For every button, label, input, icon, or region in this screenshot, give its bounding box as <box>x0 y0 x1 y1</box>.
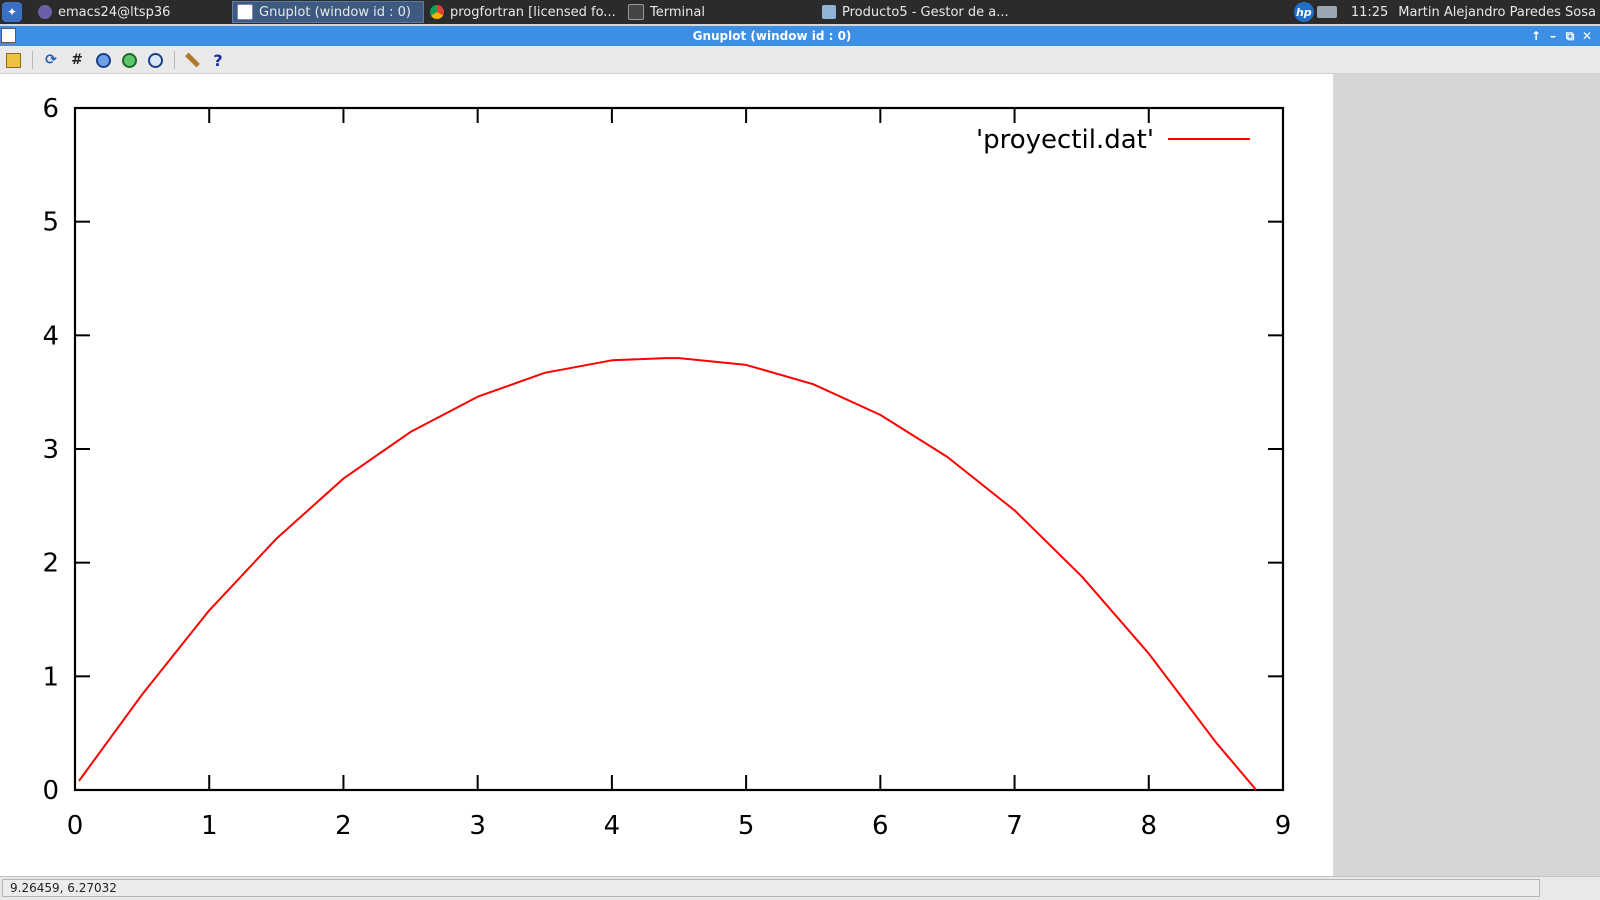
emacs-icon <box>38 5 52 19</box>
x-tick-label: 2 <box>335 811 352 841</box>
plot-frame <box>73 106 1285 792</box>
taskbar-item-emacs[interactable]: emacs24@ltsp36 <box>34 1 224 23</box>
plot-canvas[interactable]: 0 1 2 3 4 5 6 7 8 9 0 1 2 3 4 5 6 'proyectil.dat' <box>0 74 1333 876</box>
autoscale-button[interactable] <box>146 51 164 69</box>
taskbar-item-label: emacs24@ltsp36 <box>58 4 171 20</box>
toolbar-separator <box>32 51 33 69</box>
gnuplot-toolbar: ⟳ # ? <box>0 46 1600 74</box>
taskbar: ✦ emacs24@ltsp36 Gnuplot (window id : 0)… <box>0 0 1600 24</box>
system-tray: hp 11:25 Martin Alejandro Paredes Sosa <box>1293 0 1600 24</box>
x-tick-label: 6 <box>872 811 889 841</box>
help-button[interactable]: ? <box>209 50 227 70</box>
y-tick-label: 4 <box>42 321 59 351</box>
zoom-next-icon <box>121 52 137 68</box>
zoom-next-button[interactable] <box>120 51 138 69</box>
window-title: Gnuplot (window id : 0) <box>692 29 852 43</box>
x-tick-label: 7 <box>1006 811 1023 841</box>
autoscale-icon <box>147 52 163 68</box>
copy-icon <box>5 52 21 68</box>
y-tick-label: 6 <box>42 94 59 124</box>
terminal-icon <box>628 4 644 20</box>
gnuplot-icon <box>237 4 253 20</box>
legend-label: 'proyectil.dat' <box>976 125 1154 155</box>
hp-logo-icon[interactable]: hp <box>1293 2 1314 22</box>
y-tick-label: 3 <box>42 435 59 465</box>
y-tick-label: 1 <box>42 662 59 692</box>
mouse-coordinates: 9.26459, 6.27032 <box>2 879 1540 897</box>
replot-button[interactable]: ⟳ <box>42 51 60 69</box>
copy-to-clipboard-button[interactable] <box>4 51 22 69</box>
window-titlebar[interactable]: Gnuplot (window id : 0) ↑ – ⧉ ✕ <box>0 26 1600 46</box>
taskbar-item-gnuplot[interactable]: Gnuplot (window id : 0) <box>232 1 424 23</box>
options-button[interactable] <box>183 51 201 69</box>
x-tick-label: 5 <box>738 811 755 841</box>
taskbar-item-chrome[interactable]: progfortran [licensed fo... <box>426 1 622 23</box>
taskbar-item-terminal[interactable]: Terminal <box>624 1 814 23</box>
y-tick-label: 0 <box>42 776 59 806</box>
x-tick-label: 1 <box>201 811 218 841</box>
zoom-prev-icon <box>95 52 111 68</box>
x-tick-label: 0 <box>67 811 84 841</box>
minimize-button[interactable]: – <box>1550 29 1556 43</box>
zoom-previous-button[interactable] <box>94 51 112 69</box>
x-tick-label: 8 <box>1141 811 1158 841</box>
x-tick-label: 9 <box>1275 811 1292 841</box>
taskbar-item-label: Producto5 - Gestor de a... <box>842 4 1009 20</box>
options-icon <box>184 52 200 68</box>
network-icon[interactable] <box>1316 6 1337 18</box>
clock[interactable]: 11:25 <box>1350 4 1389 20</box>
y-tick-label: 2 <box>42 549 59 579</box>
x-tick-label: 3 <box>469 811 486 841</box>
grid-icon: # <box>71 52 83 68</box>
chrome-icon <box>430 5 444 19</box>
gnuplot-window-icon[interactable] <box>1 28 16 43</box>
taskbar-item-label: Terminal <box>650 4 705 20</box>
username[interactable]: Martin Alejandro Paredes Sosa <box>1398 4 1596 20</box>
folder-icon <box>822 5 836 19</box>
close-button[interactable]: ✕ <box>1581 29 1593 43</box>
taskbar-item-label: progfortran [licensed fo... <box>450 4 616 20</box>
y-tick-label: 5 <box>42 208 59 238</box>
raise-window-button[interactable]: ↑ <box>1530 29 1542 43</box>
start-menu-icon[interactable]: ✦ <box>2 2 22 22</box>
toolbar-separator <box>174 51 175 69</box>
series-line-0 <box>78 357 1257 791</box>
replot-icon: ⟳ <box>45 52 57 68</box>
x-tick-label: 4 <box>604 811 621 841</box>
statusbar: 9.26459, 6.27032 <box>0 876 1600 900</box>
taskbar-item-file-manager[interactable]: Producto5 - Gestor de a... <box>818 1 1030 23</box>
help-icon: ? <box>213 50 223 70</box>
taskbar-item-label: Gnuplot (window id : 0) <box>259 4 411 20</box>
toggle-grid-button[interactable]: # <box>68 51 86 69</box>
maximize-button[interactable]: ⧉ <box>1565 28 1575 43</box>
chart[interactable]: 0 1 2 3 4 5 6 7 8 9 0 1 2 3 4 5 6 'proyectil.dat' <box>0 74 1333 876</box>
